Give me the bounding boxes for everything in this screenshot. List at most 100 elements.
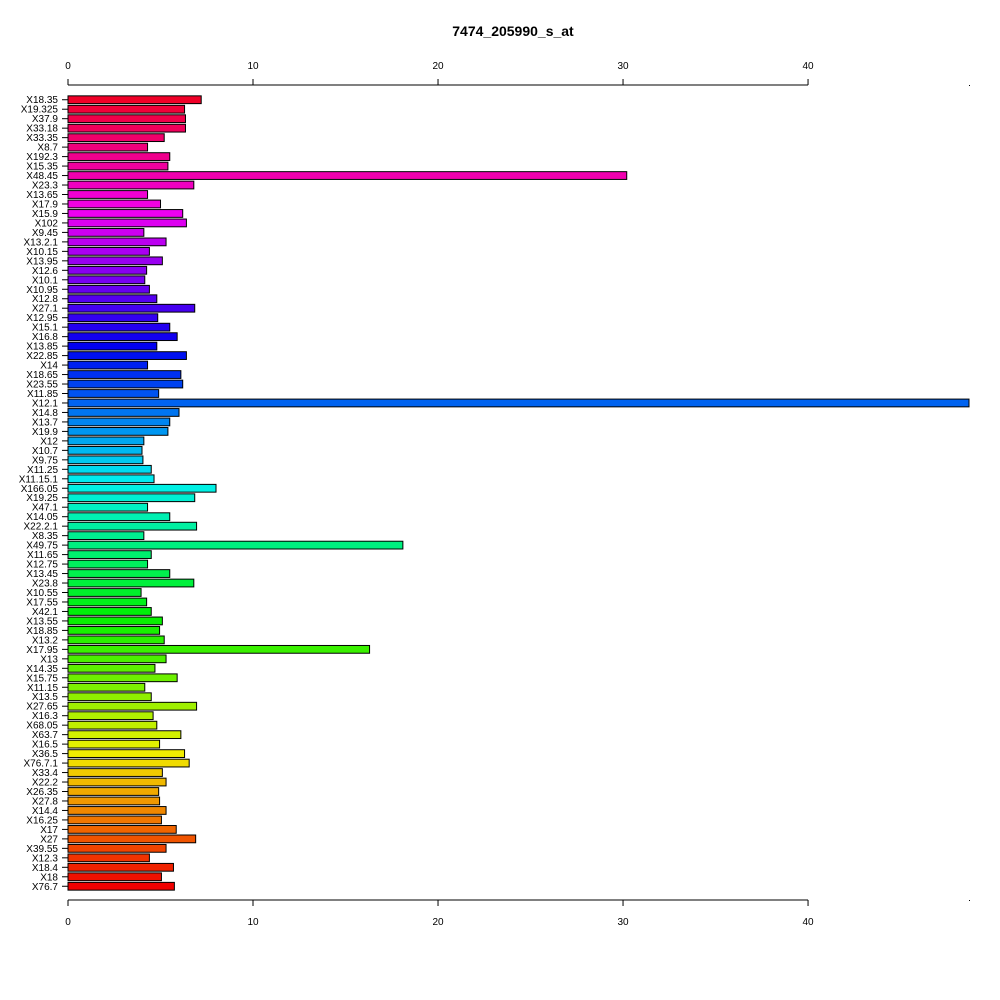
bar	[67, 152, 171, 161]
bottom-axis: 0 10 20 30 40	[65, 899, 970, 928]
category-label: X13.2.1	[24, 237, 59, 248]
bar	[67, 749, 186, 758]
category-label: X15.9	[32, 209, 59, 220]
category-label: X33.4	[32, 768, 59, 779]
category-label: X12.3	[32, 853, 59, 864]
category-label: X8.7	[37, 143, 58, 154]
category-label: X18.4	[32, 863, 59, 874]
category-label: X19.9	[32, 427, 59, 438]
bar	[67, 95, 202, 105]
bar	[67, 730, 182, 740]
category-label: X15.75	[26, 673, 58, 684]
bars-group	[67, 95, 970, 891]
category-label: X13.85	[26, 342, 58, 353]
bar	[67, 123, 186, 133]
category-label: X19.325	[21, 105, 59, 116]
category-label: X36.5	[32, 749, 59, 760]
bar	[67, 370, 182, 379]
category-label: X10.1	[32, 275, 59, 286]
bar	[67, 436, 145, 446]
bar	[67, 455, 144, 465]
bar	[67, 616, 163, 626]
category-label: X33.18	[26, 124, 58, 135]
bar	[67, 180, 195, 190]
category-label: X13.5	[32, 692, 59, 703]
bar	[67, 654, 167, 664]
category-label: X11.15	[27, 683, 58, 694]
category-label: X8.35	[32, 531, 59, 542]
bar	[67, 341, 158, 351]
category-label: X23.8	[32, 579, 59, 590]
category-label: X16.5	[32, 740, 59, 751]
category-label: X23.3	[32, 181, 59, 192]
category-label: X16.8	[32, 332, 59, 343]
category-label: X63.7	[32, 730, 59, 741]
category-label: X14.35	[26, 664, 58, 675]
bar	[67, 531, 145, 541]
bar	[67, 303, 196, 313]
tick-label: 20	[432, 917, 444, 928]
category-label: X10.15	[26, 247, 58, 258]
bar	[67, 512, 171, 522]
tick-label: 10	[247, 917, 259, 928]
bar	[67, 332, 178, 342]
bar	[67, 218, 187, 228]
tick-label: 0	[65, 917, 71, 928]
category-label: X14.4	[32, 806, 59, 817]
bar	[67, 720, 158, 730]
bar	[67, 862, 174, 872]
bar	[67, 408, 180, 417]
category-label: X10.7	[32, 446, 59, 457]
tick-label: 30	[617, 917, 629, 928]
bar	[67, 114, 186, 124]
bar	[67, 578, 195, 588]
category-label: X16.3	[32, 711, 59, 722]
category-label: X49.75	[26, 541, 58, 552]
category-label: X102	[35, 218, 59, 229]
bar	[67, 171, 628, 180]
category-label: X14	[40, 361, 58, 372]
category-label: X27	[40, 834, 58, 845]
bar	[67, 777, 167, 787]
category-label: X37.9	[32, 114, 59, 125]
category-label: X10.95	[26, 285, 58, 296]
bar	[67, 768, 163, 777]
axis-end-mark	[969, 85, 970, 86]
bar	[67, 256, 163, 266]
bar	[67, 379, 184, 389]
bar	[67, 711, 154, 721]
bar	[67, 389, 160, 398]
bar	[67, 521, 198, 531]
bar	[67, 474, 155, 484]
bar	[67, 588, 142, 597]
category-label: X11.85	[27, 389, 58, 400]
category-label: X68.05	[26, 721, 58, 732]
category-label: X76.7.1	[24, 759, 59, 770]
category-label: X27.1	[32, 304, 59, 315]
category-label: X192.3	[26, 152, 58, 163]
bar	[67, 758, 190, 768]
bar	[67, 275, 146, 285]
bar	[67, 104, 186, 114]
bar	[67, 626, 161, 635]
bar	[67, 569, 171, 578]
bar	[67, 199, 162, 209]
category-label: X13.65	[26, 190, 58, 201]
category-label: X9.75	[32, 455, 59, 466]
bar	[67, 427, 169, 436]
bar	[67, 540, 404, 550]
bar	[67, 228, 145, 237]
tick-label: 0	[65, 61, 71, 72]
category-label: X17	[40, 825, 58, 836]
bar	[67, 417, 171, 427]
tick-label: 40	[802, 61, 814, 72]
category-label: X11.65	[27, 550, 58, 561]
bar	[67, 796, 161, 806]
category-label: X18.65	[26, 370, 58, 381]
bar	[67, 607, 152, 616]
bar	[67, 673, 178, 683]
category-label: X17.9	[32, 199, 59, 210]
bar	[67, 881, 175, 891]
category-label: X9.45	[32, 228, 59, 239]
